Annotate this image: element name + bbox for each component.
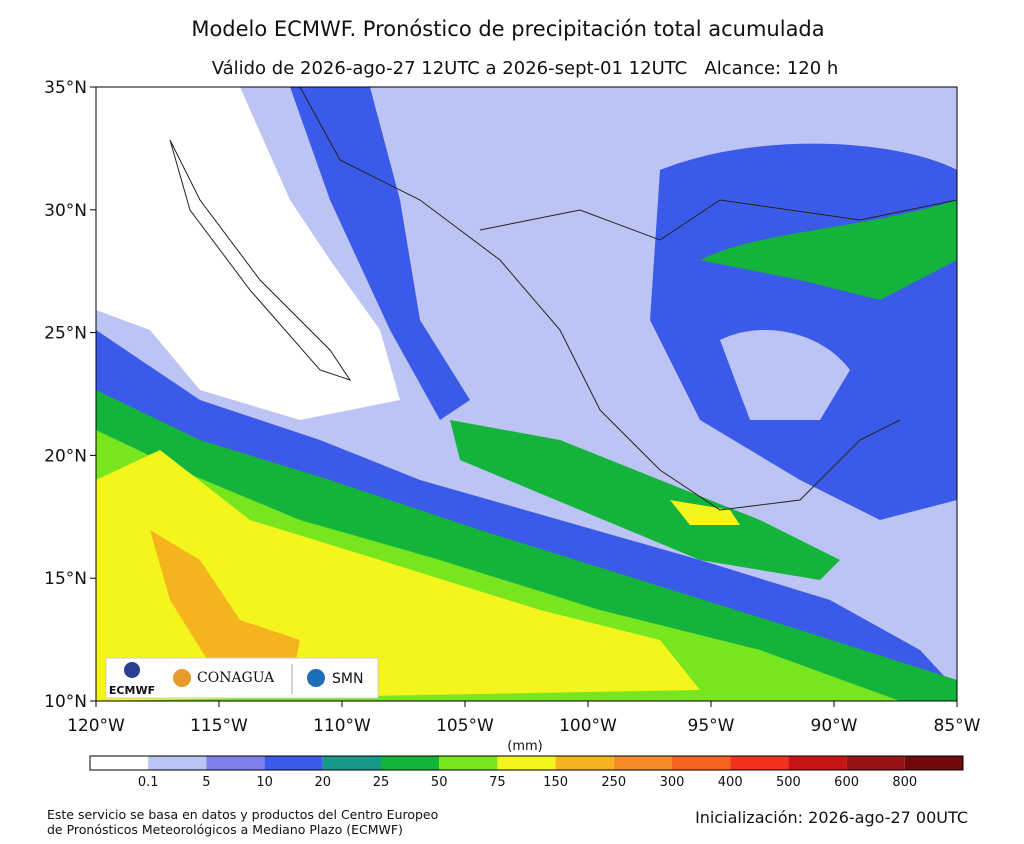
- smn-icon: [307, 669, 325, 687]
- lat-label: 35°N: [44, 78, 87, 98]
- lat-label: 25°N: [44, 324, 87, 344]
- axes: 35°N 30°N 25°N 20°N 15°N 10°N 120°W 115°W 110°W 1…: [44, 78, 981, 736]
- colorbar-segment: [439, 756, 498, 770]
- lon-label: 110°W: [313, 716, 371, 736]
- colorbar-label: 25: [373, 775, 390, 790]
- colorbar-label: 400: [718, 775, 743, 790]
- colorbar-label: 10: [256, 775, 273, 790]
- lon-label: 85°W: [934, 716, 981, 736]
- title: Modelo ECMWF. Pronóstico de precipitació…: [191, 17, 824, 41]
- dry-area: [96, 87, 400, 420]
- colorbar-segment: [381, 756, 440, 770]
- coastline: [169, 86, 958, 511]
- colorbar: 0.1 5 10 20 25 50 75 150 250 300 400 500 600 800: [89, 755, 964, 790]
- logo-box: ECMWF CONAGUA SMN: [105, 657, 379, 699]
- colorbar-segment: [206, 756, 265, 770]
- smn-logo: SMN: [332, 671, 363, 687]
- lon-label: 100°W: [559, 716, 617, 736]
- colorbar-segment: [497, 756, 556, 770]
- colorbar-label: 150: [543, 775, 568, 790]
- colorbar-segment: [672, 756, 731, 770]
- heavy-area: [150, 530, 300, 690]
- lon-label: 120°W: [67, 716, 125, 736]
- gulf-rain: [720, 330, 850, 420]
- colorbar-label: 800: [892, 775, 917, 790]
- ecmwf-icon: [124, 662, 140, 678]
- lat-label: 20°N: [44, 446, 87, 466]
- gulf-rain: [700, 200, 957, 300]
- subtitle: Válido de 2026-ago-27 12UTC a 2026-sept-…: [212, 58, 839, 79]
- ecmwf-logo: ECMWF: [109, 684, 155, 697]
- conagua-logo: CONAGUA: [197, 670, 275, 686]
- colorbar-frame: [89, 755, 964, 771]
- lat-label: 10°N: [44, 692, 87, 712]
- map-area: [95, 86, 958, 702]
- lon-label: 115°W: [190, 716, 248, 736]
- heavy-spot: [670, 500, 740, 525]
- conagua-icon: [173, 669, 191, 687]
- colorbar-label: 50: [431, 775, 448, 790]
- lat-label: 15°N: [44, 569, 87, 589]
- lon-label: 95°W: [688, 716, 735, 736]
- colorbar-segment: [788, 756, 847, 770]
- colorbar-label: 75: [489, 775, 506, 790]
- logo-bg: [105, 657, 379, 699]
- colorbar-segment: [322, 756, 381, 770]
- colorbar-segment: [904, 756, 963, 770]
- map-frame: [95, 86, 958, 702]
- colorbar-segment: [555, 756, 614, 770]
- colorbar-segment: [148, 756, 207, 770]
- colorbar-label: 5: [202, 775, 210, 790]
- lat-label: 30°N: [44, 201, 87, 221]
- colorbar-segment: [90, 756, 149, 770]
- sierra-rain: [450, 420, 840, 580]
- sierra-rain: [290, 87, 470, 420]
- legend-unit: (mm): [507, 739, 542, 754]
- colorbar-segment: [264, 756, 323, 770]
- colorbar-label: 250: [601, 775, 626, 790]
- lon-label: 90°W: [811, 716, 858, 736]
- colorbar-segment: [613, 756, 672, 770]
- colorbar-label: 500: [776, 775, 801, 790]
- colorbar-segment: [730, 756, 789, 770]
- colorbar-label: 0.1: [138, 775, 159, 790]
- init-text: Inicialización: 2026-ago-27 00UTC: [695, 808, 968, 827]
- colorbar-label: 600: [834, 775, 859, 790]
- colorbar-label: 20: [315, 775, 332, 790]
- source-text: Este servicio se basa en datos y product…: [47, 807, 438, 822]
- lon-label: 105°W: [436, 716, 494, 736]
- source-text: de Pronósticos Meteorológicos a Mediano …: [47, 822, 403, 837]
- colorbar-label: 300: [660, 775, 685, 790]
- colorbar-segment: [846, 756, 905, 770]
